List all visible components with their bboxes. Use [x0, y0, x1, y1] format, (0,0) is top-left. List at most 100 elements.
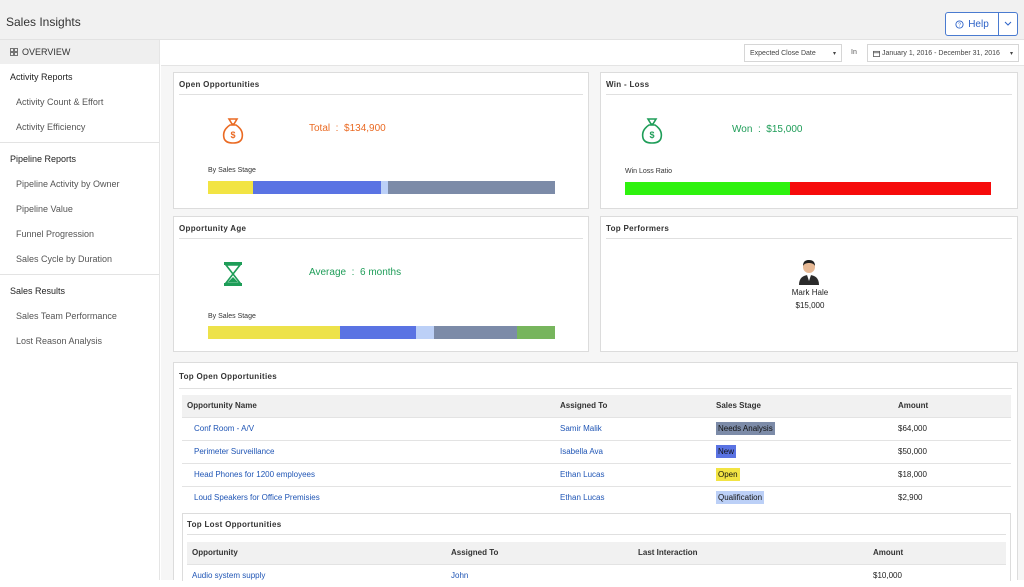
amount-cell: $10,000	[873, 563, 1006, 587]
top-bar: Sales Insights ? Help	[0, 0, 1024, 40]
assignee-link[interactable]: John	[451, 571, 469, 581]
money-bag-icon: $	[641, 118, 663, 144]
sidebar-item-pipeline-value[interactable]: Pipeline Value	[16, 203, 73, 214]
won-value: $15,000	[766, 124, 803, 135]
money-bag-icon: $	[222, 118, 244, 144]
sidebar-item-lost-reason-analysis[interactable]: Lost Reason Analysis	[16, 335, 103, 346]
card-title: Opportunity Age	[179, 224, 247, 233]
card-divider	[179, 238, 583, 239]
average-value: 6 months	[359, 267, 402, 278]
sidebar-item-funnel-progression[interactable]: Funnel Progression	[16, 228, 95, 239]
help-button[interactable]: ? Help	[945, 12, 999, 36]
bar-segment	[416, 326, 434, 339]
bar-segment	[433, 326, 517, 339]
stage-badge: Needs Analysis	[716, 422, 775, 435]
date-range-select[interactable]: January 1, 2016 - December 31, 2016 ▾	[867, 44, 1019, 62]
card-title: Top Open Opportunities	[179, 372, 277, 381]
sidebar-section-pipeline-reports: Pipeline Reports	[10, 153, 77, 164]
opportunity-link[interactable]: Perimeter Surveillance	[194, 447, 275, 456]
table-row: Conf Room - A/V Samir Malik Needs Analys…	[182, 416, 1011, 440]
sidebar-item-sales-team-performance[interactable]: Sales Team Performance	[16, 310, 117, 321]
assignee-link[interactable]: Ethan Lucas	[560, 493, 605, 503]
total-value: $134,900	[344, 123, 386, 134]
card-divider	[179, 94, 583, 95]
sidebar-item-activity-efficiency[interactable]: Activity Efficiency	[16, 121, 86, 132]
top-lost-opportunities-panel: Top Lost Opportunities Opportunity Assig…	[182, 513, 1011, 587]
hourglass-icon	[224, 262, 242, 286]
sidebar-item-sales-cycle[interactable]: Sales Cycle by Duration	[16, 253, 113, 264]
assignee-link[interactable]: Ethan Lucas	[560, 470, 605, 479]
age-by-sales-stage-label: By Sales Stage	[208, 313, 256, 320]
won-label: Won	[732, 124, 753, 135]
won-metric: Won : $15,000	[732, 124, 803, 135]
top-performers-card: Top Performers Mark Hale $15,000	[600, 216, 1018, 352]
total-metric: Total : $134,900	[309, 123, 386, 134]
opportunity-link[interactable]: Conf Room - A/V	[194, 424, 255, 433]
help-label: Help	[968, 18, 989, 30]
total-label: Total	[309, 123, 331, 134]
bar-segment	[381, 181, 389, 194]
by-sales-stage-label: By Sales Stage	[208, 167, 256, 174]
app-title: Sales Insights	[6, 15, 81, 29]
select-arrow-icon: ▾	[832, 50, 836, 57]
svg-text:?: ?	[958, 22, 961, 28]
opportunity-link[interactable]: Loud Speakers for Office Premisies	[194, 493, 320, 503]
assignee-link[interactable]: Samir Malik	[560, 424, 602, 433]
sales-stage-bar	[208, 181, 555, 194]
top-lost-table: Opportunity Assigned To Last Interaction…	[187, 542, 1006, 587]
col-amount: Amount	[898, 401, 929, 411]
card-divider	[179, 388, 1012, 389]
win-loss-ratio-label: Win Loss Ratio	[625, 168, 673, 175]
select-arrow-icon: ▾	[1009, 50, 1013, 57]
date-field-value: Expected Close Date	[750, 49, 816, 57]
sidebar-divider	[0, 142, 159, 143]
stage-badge: New	[716, 445, 737, 458]
col-last-interaction: Last Interaction	[638, 548, 698, 558]
table-header-row: Opportunity Name Assigned To Sales Stage…	[182, 395, 1011, 417]
bar-segment	[339, 326, 417, 339]
chevron-down-icon	[1004, 21, 1012, 26]
assignee-link[interactable]: Isabella Ava	[560, 447, 603, 456]
average-metric: Average : 6 months	[309, 267, 402, 278]
table-row: Head Phones for 1200 employees Ethan Luc…	[182, 462, 1011, 486]
table-row: Loud Speakers for Office Premisies Ethan…	[182, 485, 1011, 509]
main-content: Expected Close Date ▾ In January 1, 2016…	[161, 40, 1024, 587]
stage-badge: Open	[716, 468, 740, 481]
open-opportunities-card: Open Opportunities $ Total : $134,900 By…	[173, 72, 589, 209]
card-title: Open Opportunities	[179, 80, 260, 89]
col-assigned-to: Assigned To	[560, 401, 608, 411]
top-open-opportunities-card: Top Open Opportunities Opportunity Name …	[173, 362, 1018, 587]
card-divider	[187, 534, 1006, 535]
col-amount: Amount	[873, 548, 904, 558]
average-label: Average	[309, 267, 347, 278]
performer-name: Mark Hale	[791, 288, 829, 297]
bar-segment	[208, 181, 254, 194]
bar-segment	[388, 181, 555, 194]
sidebar-overview[interactable]: OVERVIEW	[0, 40, 159, 64]
table-header-row: Opportunity Assigned To Last Interaction…	[187, 542, 1006, 564]
age-sales-stage-bar	[208, 326, 555, 339]
grid-icon	[10, 48, 18, 56]
svg-text:$: $	[649, 130, 654, 140]
last-interaction-cell	[638, 563, 873, 587]
amount-cell: $64,000	[898, 416, 1011, 440]
bar-segment	[625, 182, 790, 195]
stage-badge: Qualification	[716, 491, 765, 505]
win-loss-ratio-bar	[625, 182, 991, 195]
top-open-table: Opportunity Name Assigned To Sales Stage…	[182, 395, 1011, 509]
bar-segment	[208, 326, 340, 339]
opportunity-link[interactable]: Audio system supply	[192, 571, 266, 581]
col-assigned-to: Assigned To	[451, 548, 499, 558]
bar-segment	[253, 181, 382, 194]
opportunity-age-card: Opportunity Age Average : 6 months	[173, 216, 589, 352]
avatar	[799, 260, 819, 285]
sidebar-item-pipeline-activity[interactable]: Pipeline Activity by Owner	[16, 178, 120, 189]
date-field-select[interactable]: Expected Close Date ▾	[744, 44, 842, 62]
sidebar: OVERVIEW Activity Reports Activity Count…	[0, 40, 160, 580]
col-opportunity-name: Opportunity Name	[187, 401, 257, 411]
sidebar-item-activity-count[interactable]: Activity Count & Effort	[16, 96, 104, 107]
sidebar-divider	[0, 274, 159, 275]
help-dropdown-toggle[interactable]	[998, 12, 1018, 36]
opportunity-link[interactable]: Head Phones for 1200 employees	[194, 470, 315, 479]
help-circle-icon: ?	[955, 19, 964, 29]
